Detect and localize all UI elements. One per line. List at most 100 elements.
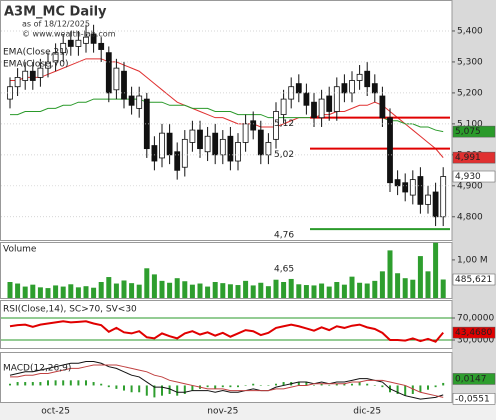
macd-histogram-bar (138, 385, 141, 393)
last-value-label: 4,930 (455, 172, 481, 182)
candle-body (29, 70, 36, 81)
volume-bar (220, 283, 226, 298)
macd-line (10, 364, 444, 398)
volume-bar (227, 284, 233, 298)
price-clip (7, 24, 450, 231)
candle-body (83, 36, 89, 44)
volume-bar (410, 279, 416, 298)
bottom-axis-strip (0, 403, 496, 420)
candle-body (326, 95, 333, 112)
last-value-label: -0,0551 (455, 394, 490, 404)
macd-histogram-bar (297, 382, 300, 386)
volume-bar (83, 286, 89, 298)
macd-histogram-bar (54, 380, 57, 386)
macd-histogram-bar (130, 385, 133, 393)
volume-bar (379, 271, 385, 298)
x-tick-label: oct-25 (41, 407, 70, 417)
volume-bar (319, 283, 325, 298)
candle-body (227, 135, 234, 162)
candle-body (273, 111, 279, 140)
candle-body (333, 86, 340, 112)
macd-histogram-bar (396, 385, 399, 394)
macd-histogram-bar (115, 385, 118, 389)
volume-bar (75, 287, 81, 298)
candle-body (432, 191, 439, 218)
volume-bar (311, 285, 317, 298)
macd-histogram-bar (31, 382, 34, 386)
candle-body (75, 39, 82, 47)
volume-bar (402, 278, 408, 298)
macd-histogram-bar (100, 383, 103, 386)
candle-body (311, 101, 317, 119)
macd-histogram-bar (107, 385, 110, 388)
volume-panel (0, 242, 453, 299)
volume-bar (281, 282, 287, 298)
candle-body (295, 83, 302, 94)
candle-body (189, 129, 196, 143)
macd-panel (0, 352, 453, 403)
x-tick-label: dic-25 (353, 407, 381, 417)
candle-body (22, 70, 29, 81)
volume-bar (387, 250, 393, 298)
volume-bar (182, 281, 188, 298)
macd-histogram-bar (275, 383, 277, 386)
ema-line (10, 58, 444, 158)
macd-histogram-bar (24, 382, 27, 386)
y-tick-label: 30,0000 (457, 336, 494, 346)
volume-bar (364, 283, 370, 298)
y-tick-label: 4,900 (457, 181, 483, 191)
macd-histogram-bar (351, 383, 353, 386)
macd-histogram-bar (168, 385, 171, 394)
volume-bar (243, 280, 249, 298)
candle-body (128, 95, 135, 106)
macd-histogram-bar (259, 385, 262, 386)
candle-body (166, 132, 173, 156)
macd-line (9, 361, 444, 400)
candle-body (121, 70, 127, 100)
macd-histogram-bar (9, 383, 11, 386)
panel-title: RSI(Close,14), SC>70, SV<30 (3, 305, 137, 315)
macd-histogram-bar (85, 380, 87, 386)
volume-bar (144, 268, 150, 298)
volume-bar (296, 284, 302, 298)
volume-bar (417, 256, 423, 298)
subtitle: as of 18/12/2025 (22, 20, 90, 29)
candle-body (318, 98, 325, 119)
macd-histogram-bar (176, 385, 179, 396)
candle-body (280, 98, 287, 115)
last-value-box (452, 273, 496, 286)
macd-histogram-bar (77, 380, 80, 386)
volume-bar (372, 280, 378, 298)
macd-histogram-bar (335, 383, 338, 386)
volume-bar (121, 280, 127, 298)
candle-body (204, 135, 211, 153)
volume-bar (205, 286, 211, 298)
candle-body (394, 179, 401, 187)
volume-bar (45, 288, 51, 298)
macd-histogram-bar (328, 385, 331, 386)
macd-histogram-bar (153, 385, 156, 398)
volume-bar (68, 284, 74, 298)
macd-histogram-bar (381, 385, 384, 388)
candle-body (212, 132, 219, 156)
macd-histogram-bar (92, 382, 95, 386)
macd-histogram-bar (373, 385, 376, 386)
y-tick-label: 5,400 (457, 26, 483, 36)
candle-body (371, 83, 378, 94)
volume-bar (273, 279, 279, 298)
volume-bar (197, 283, 203, 298)
volume-bar (37, 287, 43, 298)
macd-histogram-bar (145, 385, 148, 396)
volume-bar (151, 274, 157, 298)
last-value-label: 43,4680 (455, 328, 492, 338)
volume-bar (129, 283, 135, 298)
candle-body (303, 92, 310, 106)
panel-title: MACD(12,26,9) (3, 364, 71, 374)
macd-histogram-bar (69, 380, 72, 386)
last-value-label: 4,991 (455, 153, 481, 163)
candle-body (197, 129, 203, 150)
candle-body (136, 95, 143, 109)
volume-bar (113, 283, 119, 298)
macd-histogram-bar (244, 385, 247, 386)
